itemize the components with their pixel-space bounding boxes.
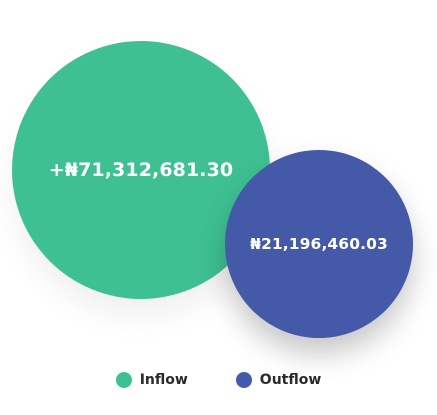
legend-item-inflow[interactable]: Inflow [115,372,188,388]
inflow-bubble[interactable]: +₦71,312,681.30 [12,41,270,299]
legend-label-outflow: Outflow [259,372,322,388]
inflow-value-label: +₦71,312,681.30 [48,159,234,181]
legend-label-inflow: Inflow [139,372,188,388]
legend-item-outflow[interactable]: Outflow [235,372,322,388]
outflow-bubble[interactable]: ₦21,196,460.03 [225,150,413,338]
inflow-dot-icon [115,372,132,388]
outflow-dot-icon [235,372,252,388]
chart-legend: Inflow Outflow [0,369,437,391]
outflow-value-label: ₦21,196,460.03 [250,235,388,253]
